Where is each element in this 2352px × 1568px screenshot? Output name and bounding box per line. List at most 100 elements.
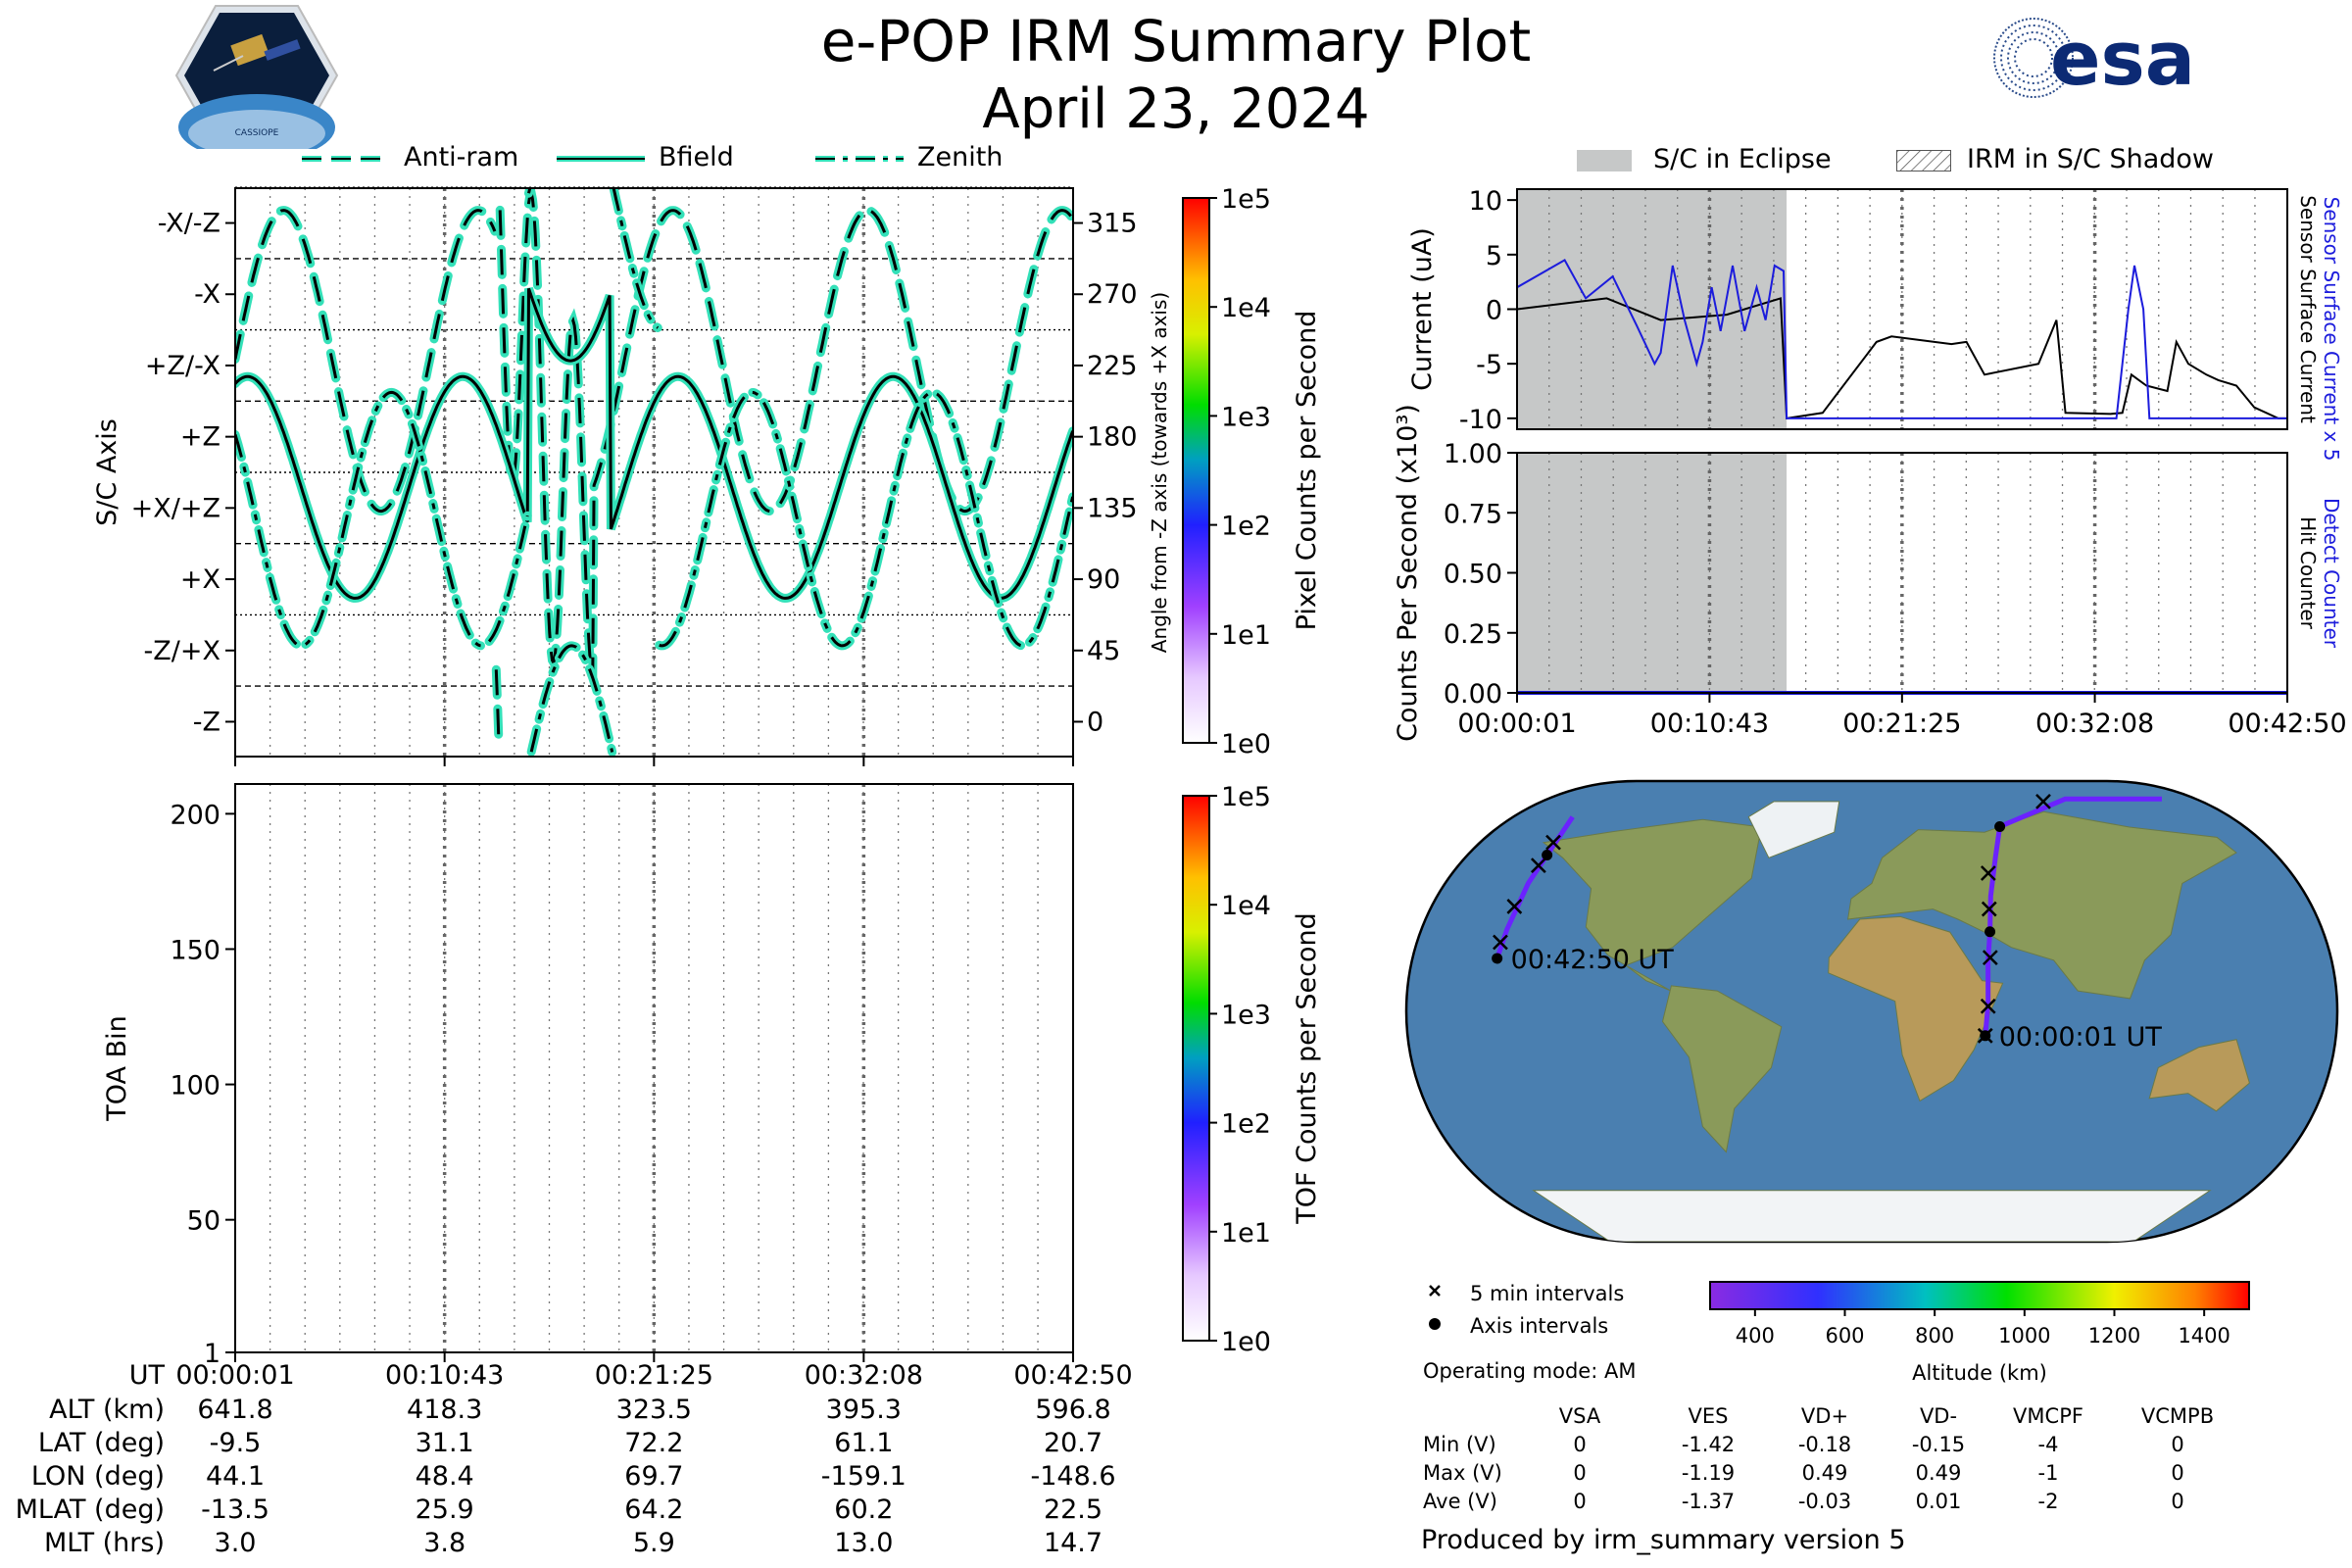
ephemeris-cell: 64.2 <box>624 1494 683 1525</box>
ephemeris-cell: 31.1 <box>416 1428 474 1458</box>
ephemeris-cell: 22.5 <box>1044 1494 1102 1525</box>
colorbar-tick-label: 1e4 <box>1221 293 1271 323</box>
colorbar-tick-label: 1e3 <box>1221 1000 1271 1030</box>
altitude-tick-label: 1400 <box>2178 1324 2230 1348</box>
voltage-header: VD+ <box>1801 1404 1848 1428</box>
current-right-label-blue: Sensor Surface Current x 5 <box>2320 197 2343 462</box>
attitude-axis-label: -X <box>194 279 220 310</box>
attitude-right-label: 135 <box>1087 493 1138 523</box>
operating-mode: Operating mode: AM <box>1423 1359 1636 1383</box>
voltage-row-label: Min (V) <box>1423 1433 1496 1456</box>
ephemeris-cell: 00:00:01 <box>175 1360 294 1391</box>
eclipse-swatch <box>1577 150 1632 172</box>
ephemeris-cell: 395.3 <box>826 1395 902 1425</box>
attitude-ylabel: S/C Axis <box>92 418 122 526</box>
greenland-landmass <box>1747 801 1840 858</box>
zenith-trace-line <box>235 188 1073 753</box>
counts-x-tick-label: 00:42:50 <box>2228 709 2346 739</box>
legend-eclipse: S/C in Eclipse <box>1653 144 1832 174</box>
axis-interval-marker <box>1984 926 1996 938</box>
ephemeris-cell: 44.1 <box>206 1461 265 1492</box>
africa-landmass <box>1828 915 2004 1102</box>
five-min-marker <box>1545 834 1561 851</box>
altitude-tick-label: 1200 <box>2088 1324 2140 1348</box>
ephemeris-cell: 596.8 <box>1035 1395 1110 1425</box>
plot-title: e-POP IRM Summary Plot <box>820 8 1532 74</box>
voltage-row-label: Max (V) <box>1423 1461 1502 1485</box>
five-min-marker <box>1980 998 1996 1014</box>
attitude-right-label: 270 <box>1087 279 1138 310</box>
axis-interval-marker <box>1980 1030 1991 1042</box>
attitude-traces <box>235 188 1073 757</box>
axis-interval-marker <box>1994 820 2006 832</box>
ephemeris-cell: 00:21:25 <box>595 1360 713 1391</box>
attitude-axis-label: +X <box>180 564 220 595</box>
cassiope-badge-text: CASSIOPE <box>235 128 279 138</box>
axis-interval-marker <box>1492 953 1503 964</box>
attitude-axis-label: +X/+Z <box>131 493 220 523</box>
legend-zenith: Zenith <box>917 142 1004 172</box>
legend-shadow: IRM in S/C Shadow <box>1967 144 2215 174</box>
ephemeris-cell: 00:42:50 <box>1013 1360 1132 1391</box>
ephemeris-cell: 641.8 <box>197 1395 272 1425</box>
counts-tick-label: 0.00 <box>1444 679 1502 710</box>
ephemeris-cell: -159.1 <box>821 1461 906 1492</box>
five-min-marker <box>1530 858 1546 874</box>
track-end-label: 00:42:50 UT <box>1511 945 1675 975</box>
voltage-cell: 0 <box>1573 1490 1586 1513</box>
ephemeris-cell: 72.2 <box>624 1428 683 1458</box>
attitude-right-label: 225 <box>1087 351 1138 381</box>
cassiope-mission-badge-icon: CASSIOPE <box>174 2 339 161</box>
five-min-marker <box>1493 934 1508 951</box>
ephemeris-row-label: MLAT (deg) <box>16 1494 165 1525</box>
ephemeris-cell: 48.4 <box>416 1461 474 1492</box>
five-min-marker <box>1980 865 1996 881</box>
colorbar-tick-label: 1e1 <box>1221 620 1271 651</box>
colorbar-1 <box>1182 795 1210 1342</box>
colorbar-tick-label: 1e5 <box>1221 782 1271 812</box>
attitude-axis-label: +Z <box>180 422 220 453</box>
counts-x-tick-label: 00:32:08 <box>2035 709 2154 739</box>
counts-tick-label: 1.00 <box>1444 439 1502 469</box>
current-tick-label: 0 <box>1486 296 1502 326</box>
voltage-cell: -1.37 <box>1682 1490 1735 1513</box>
attitude-right-label: 180 <box>1087 422 1138 453</box>
world-map-land <box>1532 801 2250 1242</box>
bfield-trace-line <box>235 287 1073 600</box>
colorbar-tick-label: 1e2 <box>1221 512 1271 542</box>
voltage-header: VCMPB <box>2141 1404 2214 1428</box>
voltage-cell: 0.49 <box>1916 1461 1962 1485</box>
altitude-label: Altitude (km) <box>1912 1361 2047 1385</box>
colorbar-tick-label: 1e0 <box>1221 729 1271 760</box>
counts-eclipse-shading <box>1517 453 1788 693</box>
ephemeris-cell: -9.5 <box>210 1428 262 1458</box>
voltage-cell: 0 <box>1573 1461 1586 1485</box>
track-start-label: 00:00:01 UT <box>1999 1022 2163 1053</box>
five-min-marker <box>1506 899 1523 914</box>
colorbar-tick-label: 1e0 <box>1221 1327 1271 1357</box>
ephemeris-row-label: UT <box>129 1360 166 1391</box>
current-series-0 <box>1517 297 2287 420</box>
voltage-cell: -1 <box>2038 1461 2059 1485</box>
voltage-cell: 0.01 <box>1916 1490 1962 1513</box>
ephemeris-cell: 25.9 <box>416 1494 474 1525</box>
toa-tick-label: 150 <box>170 935 220 965</box>
counts-x-tick-label: 00:21:25 <box>1842 709 1961 739</box>
current-tick-label: -10 <box>1459 405 1502 435</box>
current-right-label-black: Sensor Surface Current <box>2296 195 2320 423</box>
ephemeris-cell: 69.7 <box>624 1461 683 1492</box>
altitude-tick-label: 800 <box>1915 1324 1954 1348</box>
altitude-tick-label: 1000 <box>1998 1324 2050 1348</box>
counts-right-label-black: Hit Counter <box>2296 516 2320 629</box>
ephemeris-cell: 61.1 <box>834 1428 893 1458</box>
counts-ylabel: Counts Per Second (x10³) <box>1393 404 1423 742</box>
voltage-cell: 0 <box>2171 1461 2183 1485</box>
attitude-axis-label: +Z/-X <box>145 351 220 381</box>
toa-ylabel: TOA Bin <box>102 1015 132 1121</box>
ephemeris-row-label: ALT (km) <box>49 1395 165 1425</box>
voltage-header: VD- <box>1920 1404 1957 1428</box>
counts-tick-label: 0.25 <box>1444 619 1502 650</box>
attitude-axis-label: -X/-Z <box>158 209 220 239</box>
ephemeris-cell: 60.2 <box>834 1494 893 1525</box>
attitude-ylabel-right: Angle from -Z axis (towards +X axis) <box>1148 292 1171 653</box>
